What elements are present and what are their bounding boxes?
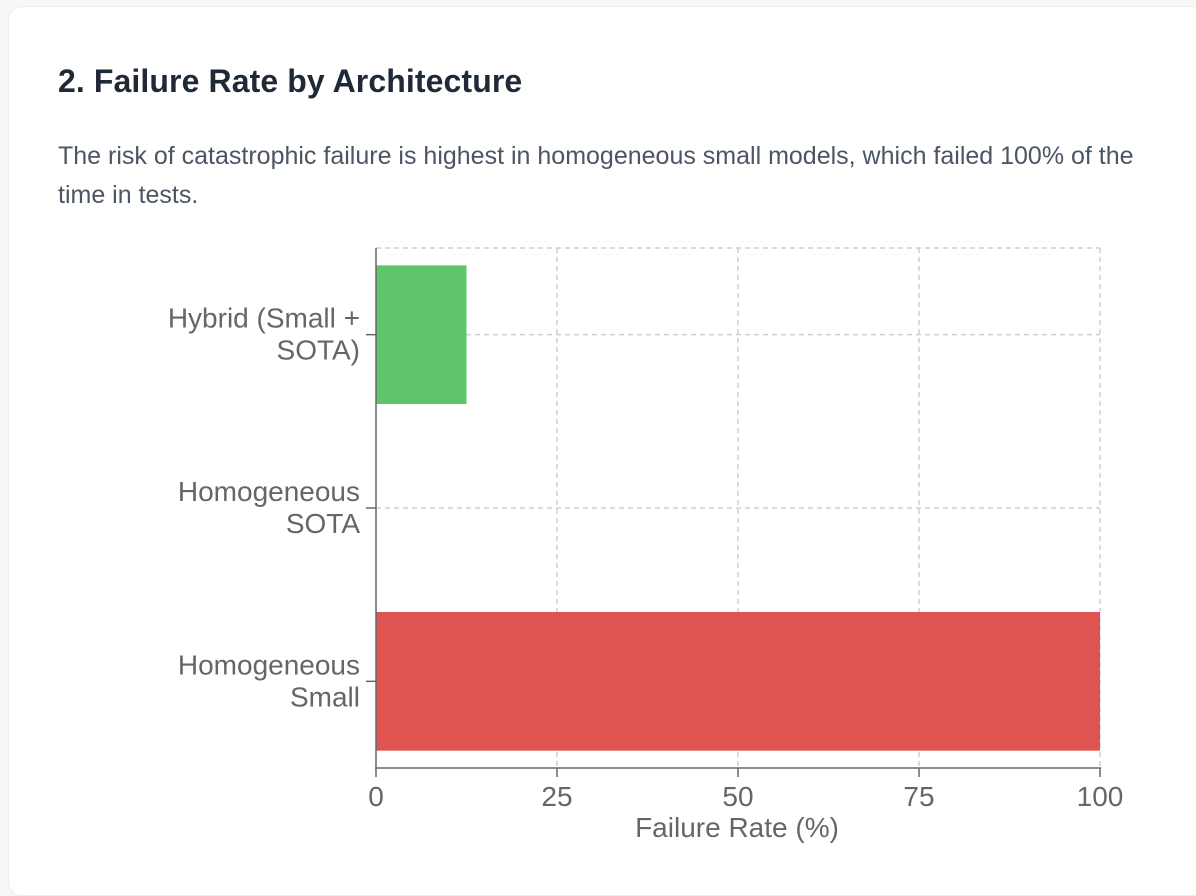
bar (376, 265, 467, 404)
y-tick-label: SOTA (286, 508, 360, 539)
y-tick-label: SOTA) (277, 335, 360, 366)
x-tick-label: 0 (368, 781, 384, 812)
x-axis-title: Failure Rate (%) (635, 812, 839, 843)
y-tick-label: Hybrid (Small + (168, 303, 360, 334)
x-tick-label: 25 (541, 781, 572, 812)
x-tick-label: 100 (1077, 781, 1124, 812)
x-tick-label: 50 (722, 781, 753, 812)
x-tick-label: 75 (903, 781, 934, 812)
chart-bars (376, 265, 1100, 751)
y-tick-label: Homogeneous (178, 649, 360, 680)
chart-axes (366, 248, 1101, 777)
section-title: 2. Failure Rate by Architecture (58, 63, 523, 99)
bar (376, 612, 1100, 751)
y-tick-label: Small (290, 681, 360, 712)
section-description: The risk of catastrophic failure is high… (58, 142, 1134, 209)
y-tick-label: Homogeneous (178, 476, 360, 507)
chart-labels: 0 25 50 75 100 Hybrid (Small +SOTA) Homogeneou… (168, 303, 1124, 843)
